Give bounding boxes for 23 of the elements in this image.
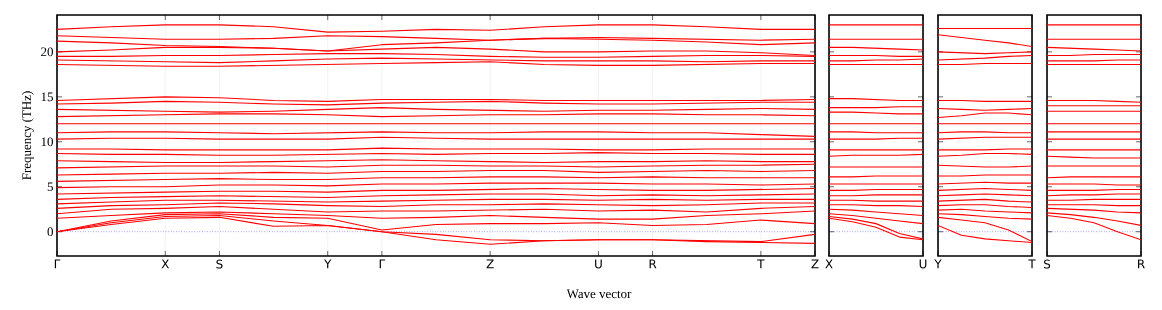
x-axis-title: Wave vector bbox=[566, 289, 632, 299]
x-tick-label: Z bbox=[811, 259, 819, 269]
x-tick-label: Γ bbox=[379, 259, 386, 269]
x-tick-label: Y bbox=[324, 259, 332, 269]
x-tick-label: Z bbox=[486, 259, 494, 269]
y-tick-label: 10 bbox=[41, 137, 53, 147]
y-axis-title: Frequency (THz) bbox=[21, 91, 34, 180]
y-tick-label: 5 bbox=[47, 182, 53, 192]
x-tick-label: X bbox=[825, 259, 833, 269]
x-tick-label: T bbox=[757, 259, 765, 269]
x-tick-label: X bbox=[161, 259, 170, 269]
y-tick-label: 15 bbox=[41, 92, 53, 102]
x-tick-label: R bbox=[649, 259, 657, 269]
x-tick-label: U bbox=[595, 259, 602, 269]
x-tick-label: S bbox=[1044, 259, 1051, 269]
x-tick-label: U bbox=[919, 259, 927, 269]
x-tick-label: S bbox=[216, 259, 223, 269]
x-tick-label: R bbox=[1138, 259, 1145, 269]
x-tick-label: Γ bbox=[54, 259, 61, 269]
x-tick-label: T bbox=[1028, 259, 1036, 269]
y-tick-label: 20 bbox=[41, 47, 53, 57]
x-tick-label: Y bbox=[934, 259, 942, 269]
y-tick-label: 0 bbox=[47, 227, 53, 237]
